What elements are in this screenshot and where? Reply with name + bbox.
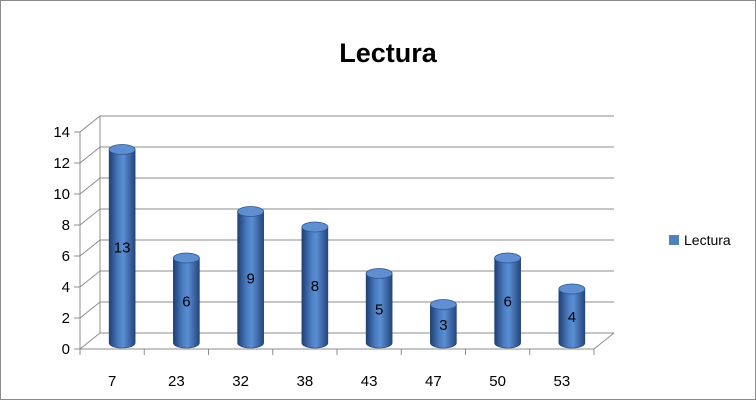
y-tick-label: 8 [62,217,70,234]
x-tick-label: 53 [554,373,571,390]
data-label: 6 [503,294,511,311]
bar-cap [494,252,522,264]
x-tick-label: 47 [425,373,442,390]
x-tick-label: 50 [489,373,506,390]
data-label: 5 [375,301,383,318]
legend-swatch [669,235,679,245]
bar-body [108,149,136,349]
bar [494,252,522,349]
gridline-diagonal [79,115,101,133]
gridline-diagonal [79,208,101,226]
bar-body [301,226,329,349]
y-tick-label: 4 [62,279,70,296]
data-label: 8 [311,278,319,295]
label-layer: 13 6 9 8 5 3 6 4 [114,239,576,334]
bar [237,206,265,349]
bar-body [173,257,200,349]
x-tick-label: 7 [108,373,116,390]
data-label: 3 [439,317,447,334]
bar-body [365,273,393,349]
bar [365,268,393,349]
y-tick-label: 14 [53,124,70,141]
gridline-diagonal [79,177,101,195]
bar-cap [365,268,393,279]
data-label: 6 [182,294,190,311]
data-label: 13 [114,239,131,256]
legend: Lectura [669,232,731,248]
gridline-diagonal [79,301,101,319]
floor-right-edge [593,332,615,350]
gridline-diagonal [79,239,101,257]
bar [301,221,329,349]
bar-cap [172,252,200,264]
y-tick-label: 6 [62,248,70,265]
x-tick-label: 23 [168,373,185,390]
bar-cap [558,283,586,295]
y-tick-label: 0 [62,341,70,358]
bar-body [494,257,521,349]
y-tick-label: 2 [62,310,70,327]
bar-body [558,288,586,349]
gridline-diagonal [79,146,101,164]
x-tick-label: 32 [232,373,249,390]
legend-label: Lectura [684,232,731,248]
data-label: 4 [568,309,576,326]
bar-layer [108,144,586,349]
bar [108,144,136,349]
bar-cap [301,221,329,233]
y-tick-label: 12 [53,155,70,172]
gridline-diagonal [79,332,101,350]
x-tick-label: 43 [361,373,378,390]
grid-layer [79,115,614,350]
y-tick-label: 10 [53,186,70,203]
bar [172,252,200,349]
bar [558,283,586,349]
bar-cap [108,144,136,155]
bar-cap [429,299,457,310]
bar-body [430,304,457,349]
gridline-diagonal [79,270,101,288]
data-label: 9 [246,270,254,287]
bar [429,299,457,349]
chart-title: Lectura [339,38,438,68]
x-tick-label: 38 [297,373,314,390]
bar-body [237,211,264,349]
bar-cap [237,206,265,217]
